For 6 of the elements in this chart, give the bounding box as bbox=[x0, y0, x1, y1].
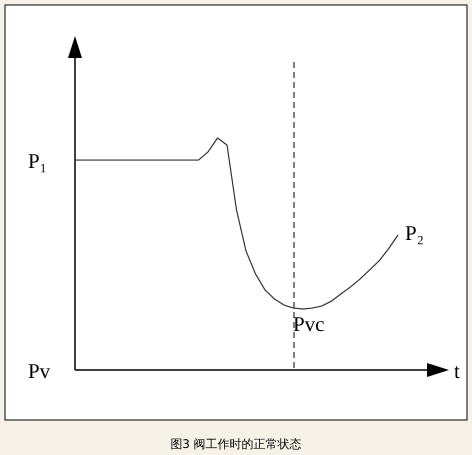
text: P₂ bbox=[405, 221, 424, 245]
text: P₁ bbox=[28, 149, 48, 173]
text: Pv bbox=[28, 359, 51, 383]
text: 图3 阀工作时的正常状态 bbox=[170, 437, 302, 451]
x-axis-title: t bbox=[454, 359, 460, 383]
annotation: Pvc bbox=[293, 312, 324, 336]
